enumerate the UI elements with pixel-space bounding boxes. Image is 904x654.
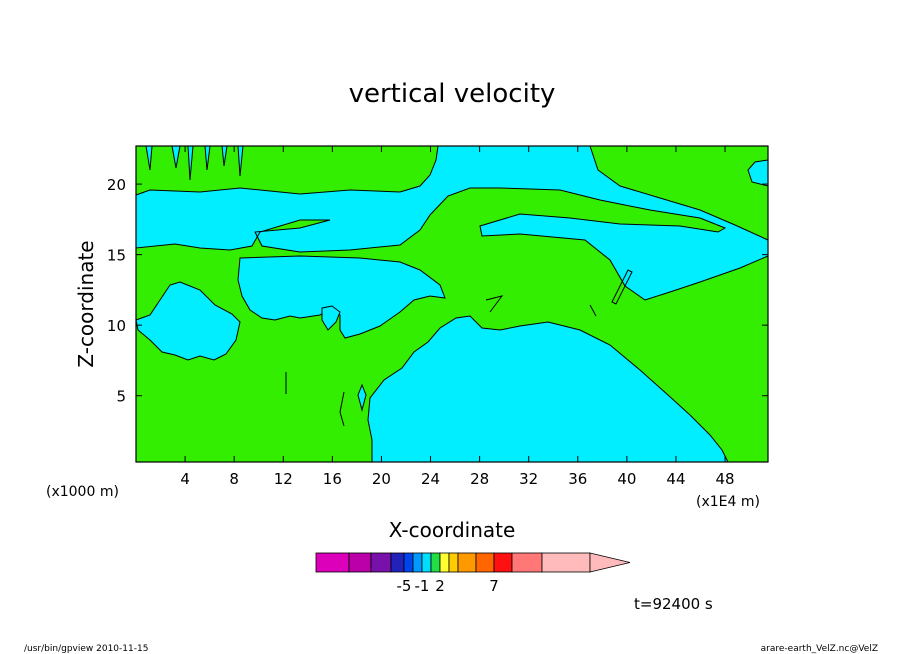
x-axis: 4 8 12 16 20 24 28 32 36 40 44 48 (180, 146, 735, 488)
contour-negative-regions (135, 145, 769, 463)
x-tick-label: 24 (421, 470, 440, 488)
x-tick-label: 36 (568, 470, 587, 488)
contour-line-2 (589, 304, 597, 317)
contour-lines (285, 269, 633, 427)
x-tick-label: 12 (274, 470, 293, 488)
plot-frame (135, 145, 769, 463)
y-tick-label: 10 (107, 317, 126, 335)
colorbar-swatch (457, 552, 477, 573)
colorbar-label: 7 (489, 577, 499, 595)
colorbar-swatch (421, 552, 432, 573)
x-tick-label: 16 (323, 470, 342, 488)
cyan-blob-2 (357, 383, 367, 412)
colorbar-swatch (370, 552, 392, 573)
colorbar-label: -5 (397, 577, 412, 595)
x-tick-label: 44 (666, 470, 685, 488)
colorbar-swatch (412, 552, 423, 573)
x-tick-label: 20 (372, 470, 391, 488)
colorbar-swatch (511, 552, 543, 573)
x-unit-left: (x1000 m) (46, 484, 119, 500)
x-axis-label: X-coordinate (389, 518, 516, 542)
x-tick-label: 40 (617, 470, 636, 488)
colorbar-swatch (541, 552, 591, 573)
colorbar-swatch (439, 552, 450, 573)
cyan-region-center (237, 255, 446, 339)
chart-title: vertical velocity (349, 79, 556, 109)
colorbar-swatch (448, 552, 459, 573)
cyan-strips-top-left (145, 145, 244, 181)
x-tick-label: 8 (229, 470, 239, 488)
contour-line-5 (485, 295, 504, 313)
colorbar-swatch (430, 552, 441, 573)
x-tick-label: 4 (180, 470, 190, 488)
cyan-region-left-pocket (135, 281, 241, 361)
y-axis: 5 10 15 20 (107, 176, 768, 406)
cyan-region-lower-dome (367, 315, 729, 463)
colorbar-swatch (315, 552, 350, 573)
y-tick-label: 20 (107, 176, 126, 194)
y-axis-label: Z-coordinate (74, 240, 98, 367)
colorbar-swatch (493, 552, 513, 573)
footer-right: arare-earth_VelZ.nc@VelZ (761, 644, 878, 654)
y-tick-label: 15 (107, 247, 126, 265)
colorbar-swatch (390, 552, 405, 573)
x-unit-right: (x1E4 m) (696, 494, 760, 510)
colorbar: -5 -1 2 7 (315, 552, 631, 595)
x-tick-label: 48 (716, 470, 735, 488)
x-tick-label: 28 (470, 470, 489, 488)
cyan-region-upper-band (135, 145, 769, 301)
y-tick-label: 5 (116, 388, 126, 406)
contour-line-4 (339, 391, 345, 427)
colorbar-swatch (348, 552, 372, 573)
colorbar-swatch (475, 552, 495, 573)
x-tick-label: 32 (519, 470, 538, 488)
colorbar-arrow (589, 552, 631, 573)
cyan-blob-1 (321, 305, 341, 331)
colorbar-swatch (403, 552, 414, 573)
time-label: t=92400 s (634, 595, 713, 613)
contour-line-1 (611, 269, 633, 305)
colorbar-label: 2 (435, 577, 445, 595)
footer-left: /usr/bin/gpview 2010-11-15 (24, 644, 148, 654)
colorbar-label: -1 (415, 577, 430, 595)
